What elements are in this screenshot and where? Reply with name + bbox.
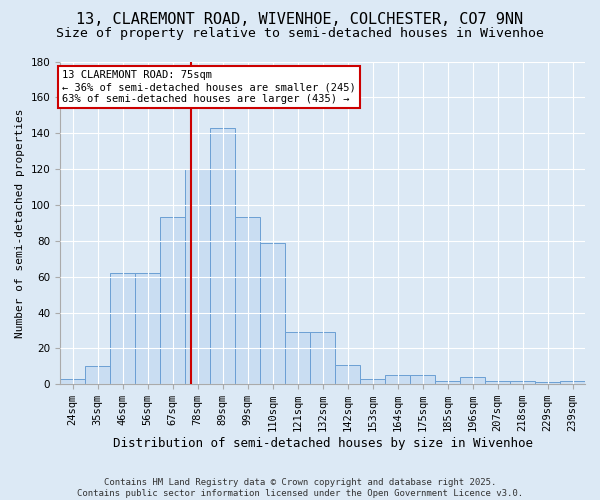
Bar [511, 380, 535, 384]
X-axis label: Distribution of semi-detached houses by size in Wivenhoe: Distribution of semi-detached houses by … [113, 437, 533, 450]
Bar [211, 128, 235, 384]
Bar [410, 376, 434, 384]
Bar [485, 380, 509, 384]
Bar [110, 273, 134, 384]
Bar [235, 218, 260, 384]
Text: 13 CLAREMONT ROAD: 75sqm
← 36% of semi-detached houses are smaller (245)
63% of : 13 CLAREMONT ROAD: 75sqm ← 36% of semi-d… [62, 70, 356, 104]
Bar [286, 332, 310, 384]
Text: 13, CLAREMONT ROAD, WIVENHOE, COLCHESTER, CO7 9NN: 13, CLAREMONT ROAD, WIVENHOE, COLCHESTER… [76, 12, 524, 28]
Bar [535, 382, 560, 384]
Bar [310, 332, 335, 384]
Bar [185, 169, 209, 384]
Bar [560, 380, 584, 384]
Bar [260, 242, 284, 384]
Bar [361, 379, 385, 384]
Text: Size of property relative to semi-detached houses in Wivenhoe: Size of property relative to semi-detach… [56, 28, 544, 40]
Bar [460, 377, 485, 384]
Bar [61, 379, 85, 384]
Bar [136, 273, 160, 384]
Bar [385, 376, 410, 384]
Text: Contains HM Land Registry data © Crown copyright and database right 2025.
Contai: Contains HM Land Registry data © Crown c… [77, 478, 523, 498]
Y-axis label: Number of semi-detached properties: Number of semi-detached properties [15, 108, 25, 338]
Bar [85, 366, 110, 384]
Bar [335, 364, 359, 384]
Bar [436, 380, 460, 384]
Bar [160, 218, 185, 384]
